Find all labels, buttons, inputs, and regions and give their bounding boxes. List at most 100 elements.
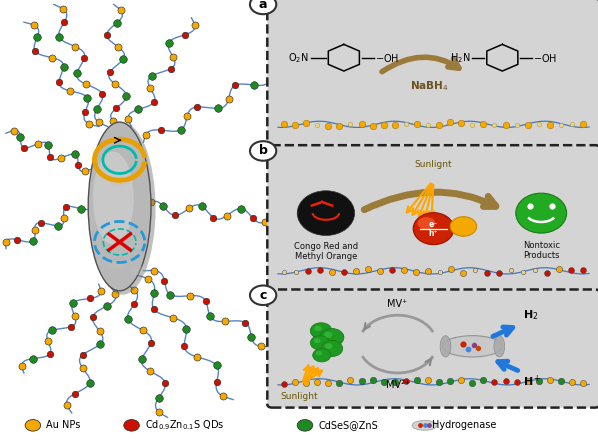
Point: [28, 238, 38, 245]
Point: [501, 378, 510, 385]
Point: [59, 215, 69, 222]
Point: [71, 43, 80, 50]
Point: [54, 33, 64, 40]
FancyBboxPatch shape: [267, 145, 598, 297]
Point: [357, 377, 367, 385]
Point: [291, 268, 301, 275]
Circle shape: [314, 338, 321, 343]
Point: [85, 295, 94, 302]
Text: CdSeS@ZnS: CdSeS@ZnS: [318, 420, 378, 430]
Point: [249, 82, 259, 89]
Point: [518, 268, 528, 275]
Ellipse shape: [121, 138, 138, 147]
Circle shape: [25, 420, 41, 431]
Point: [390, 122, 399, 129]
Point: [78, 351, 87, 358]
Point: [133, 106, 143, 113]
Point: [170, 212, 179, 219]
Point: [36, 219, 45, 226]
Point: [158, 202, 168, 210]
Point: [230, 82, 240, 89]
Text: O$_2$N: O$_2$N: [288, 51, 309, 65]
Point: [145, 84, 155, 91]
Point: [265, 77, 274, 84]
Point: [54, 79, 64, 86]
Point: [96, 288, 105, 295]
Text: H$_2$: H$_2$: [523, 308, 539, 322]
Point: [150, 267, 159, 274]
Point: [401, 121, 411, 128]
Point: [114, 44, 123, 51]
Point: [463, 345, 473, 352]
Point: [205, 313, 215, 320]
Point: [351, 267, 361, 274]
Point: [68, 300, 78, 307]
Point: [45, 154, 55, 161]
Point: [44, 141, 53, 148]
Point: [141, 131, 151, 138]
Point: [335, 123, 344, 130]
Point: [97, 91, 107, 98]
Point: [84, 120, 94, 127]
Point: [335, 380, 344, 387]
Text: e⁻: e⁻: [429, 220, 438, 229]
Point: [434, 121, 444, 128]
Circle shape: [321, 341, 343, 357]
Point: [523, 121, 532, 128]
Point: [83, 94, 92, 101]
Circle shape: [310, 323, 332, 339]
Circle shape: [250, 285, 276, 305]
Point: [556, 378, 566, 385]
Point: [279, 120, 289, 127]
Ellipse shape: [516, 193, 567, 233]
Point: [33, 140, 42, 147]
Point: [379, 378, 389, 385]
Point: [30, 226, 39, 234]
Point: [77, 205, 86, 212]
Ellipse shape: [443, 336, 502, 357]
Point: [279, 380, 289, 387]
Point: [145, 368, 155, 375]
Point: [327, 268, 337, 275]
Point: [279, 268, 289, 275]
Point: [160, 379, 170, 386]
Point: [339, 269, 349, 276]
Point: [74, 162, 83, 169]
Point: [507, 267, 516, 274]
Ellipse shape: [412, 420, 437, 430]
Text: Cd$_{0.9}$Zn$_{0.1}$S QDs: Cd$_{0.9}$Zn$_{0.1}$S QDs: [145, 418, 224, 432]
Point: [166, 291, 175, 298]
Text: a: a: [259, 0, 267, 11]
Point: [121, 92, 131, 99]
Point: [66, 323, 75, 330]
Point: [412, 377, 422, 384]
Point: [523, 377, 532, 384]
Circle shape: [297, 420, 313, 431]
Point: [512, 121, 521, 128]
Point: [33, 33, 42, 40]
Point: [147, 339, 156, 346]
Ellipse shape: [440, 336, 451, 357]
Point: [313, 379, 322, 386]
Point: [401, 377, 411, 384]
Point: [501, 121, 510, 128]
Circle shape: [325, 343, 332, 349]
Point: [146, 198, 155, 206]
Point: [368, 377, 377, 384]
Circle shape: [124, 420, 139, 431]
Point: [59, 63, 68, 70]
Point: [138, 327, 148, 334]
Point: [80, 54, 89, 61]
Point: [70, 313, 80, 320]
Point: [456, 377, 466, 384]
Point: [446, 119, 455, 126]
Point: [184, 205, 194, 212]
Text: NaBH$_4$: NaBH$_4$: [410, 79, 448, 94]
Point: [124, 115, 133, 123]
Point: [58, 5, 68, 12]
Point: [459, 341, 468, 348]
Point: [224, 95, 233, 103]
Point: [346, 377, 355, 384]
Point: [157, 127, 166, 134]
Point: [193, 103, 202, 111]
